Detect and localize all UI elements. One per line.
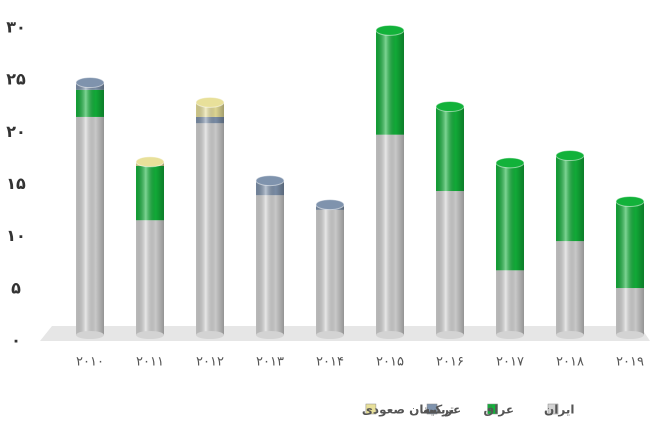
y-tick-label: ۵ xyxy=(11,278,21,297)
bar-cap xyxy=(495,157,525,169)
legend-label: عربستان صعودی xyxy=(362,403,461,418)
bar-shading xyxy=(436,106,464,335)
y-tick-label: ۳۰ xyxy=(6,18,26,37)
bar-base xyxy=(496,331,524,339)
bar-cap xyxy=(195,96,225,108)
bar-base xyxy=(556,331,584,339)
bar-base xyxy=(136,331,164,339)
x-tick-label: ۲۰۱۹ xyxy=(616,355,644,370)
bar-base xyxy=(76,331,104,339)
y-tick-label: ۱۰ xyxy=(6,226,26,245)
bar-cap xyxy=(375,24,405,36)
bar-base xyxy=(196,331,224,339)
legend-marker xyxy=(365,403,377,415)
legend-label: ترکیه xyxy=(423,403,454,417)
bar-cap xyxy=(555,150,585,162)
legend-label: عراق xyxy=(484,403,515,417)
bar-shading xyxy=(316,204,344,335)
bar-cap xyxy=(435,101,465,113)
bar-shading xyxy=(136,161,164,335)
bar-shading xyxy=(76,82,104,335)
y-tick-label: ۲۵ xyxy=(6,70,26,89)
bar-base xyxy=(256,331,284,339)
legend-label: ایران xyxy=(544,403,574,417)
bar-shading xyxy=(556,155,584,335)
bar-cap xyxy=(255,175,285,187)
x-tick-label: ۲۰۱۶ xyxy=(436,355,464,370)
bar-shading xyxy=(196,102,224,335)
bar-cap xyxy=(615,195,645,207)
bar-base xyxy=(436,331,464,339)
x-tick-label: ۲۰۱۳ xyxy=(256,355,284,370)
x-tick-label: ۲۰۱۸ xyxy=(556,355,584,370)
x-tick-label: ۲۰۱۷ xyxy=(496,355,524,370)
bar-cap xyxy=(315,199,345,211)
bar-base xyxy=(316,331,344,339)
x-tick-label: ۲۰۱۵ xyxy=(376,355,404,370)
bar-cap xyxy=(135,156,165,168)
y-tick-label: ۲۰ xyxy=(6,122,26,141)
legend-marker xyxy=(547,403,559,415)
bar-shading xyxy=(496,162,524,335)
y-tick-label: ۰ xyxy=(11,331,21,350)
y-tick-label: ۱۵ xyxy=(6,174,26,193)
bar-shading xyxy=(376,30,404,335)
bar-shading xyxy=(616,201,644,335)
legend-marker xyxy=(426,403,438,415)
x-tick-label: ۲۰۱۲ xyxy=(196,355,224,370)
x-tick-label: ۲۰۱۱ xyxy=(136,355,164,370)
bar-base xyxy=(616,331,644,339)
bar-base xyxy=(376,331,404,339)
legend-marker xyxy=(487,403,498,415)
bar-cap xyxy=(75,77,105,89)
x-tick-label: ۲۰۱۰ xyxy=(76,355,104,370)
bar-shading xyxy=(256,180,284,335)
x-tick-label: ۲۰۱۴ xyxy=(316,355,344,370)
